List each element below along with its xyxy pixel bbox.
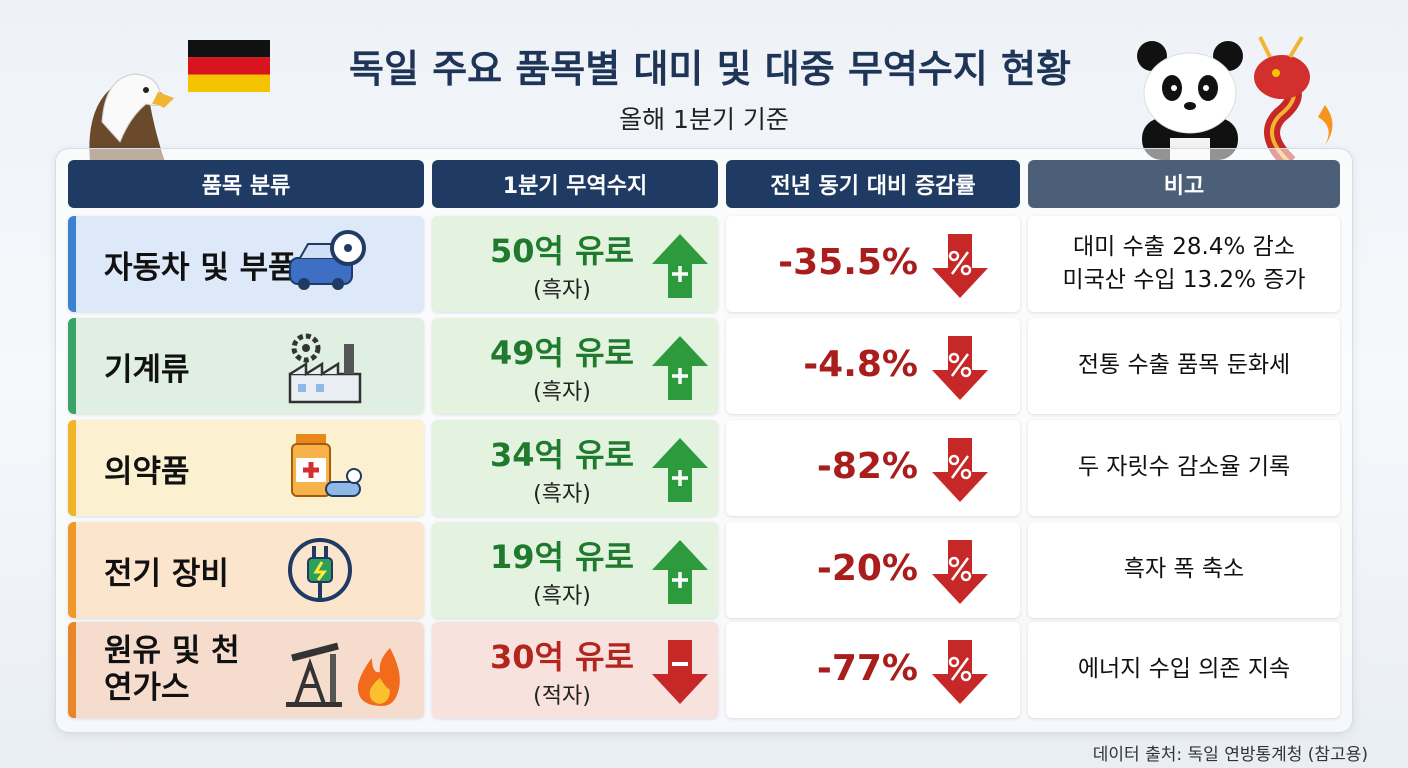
eagle-illustration [89, 73, 174, 162]
row-accent [68, 318, 76, 414]
surplus-arrow [652, 540, 708, 608]
decrease-arrow-graphic [932, 640, 988, 704]
header-cell: 1분기 무역수지 [432, 160, 718, 208]
change-value: -4.8% [803, 344, 918, 385]
subtitle: 올해 1분기 기준 [619, 105, 789, 134]
source-note: 데이터 출처: 독일 연방통계청 (참고용) [1092, 745, 1368, 765]
balance-status: (적자) [533, 684, 591, 709]
category-cell: 전기 장비 [68, 522, 424, 618]
balance-text: 49억 유로 (흑자) [462, 328, 662, 406]
balance-text: 50억 유로 (흑자) [462, 226, 662, 304]
note-line: 대미 수출 28.4% 감소 [1073, 233, 1295, 260]
category-label: 전기 장비 [104, 555, 229, 592]
change-cell: -20% [726, 522, 1020, 618]
category-icon-graphic [288, 538, 352, 602]
row-accent [68, 420, 76, 516]
category-icon [286, 634, 406, 718]
category-icon [286, 534, 406, 618]
row-accent [68, 216, 76, 312]
surplus-arrow-graphic [652, 234, 708, 298]
deficit-arrow-graphic [652, 640, 708, 704]
category-label: 의약품 [104, 453, 190, 490]
note-cell: 전통 수출 품목 둔화세 [1028, 318, 1340, 414]
panda-illustration [1137, 41, 1243, 160]
balance-status: (흑자) [533, 278, 591, 303]
balance-cell: 50억 유로 (흑자) [432, 216, 718, 312]
category-cell: 의약품 [68, 420, 424, 516]
note-cell: 두 자릿수 감소율 기록 [1028, 420, 1340, 516]
balance-status: (흑자) [533, 380, 591, 405]
change-cell: -35.5% [726, 216, 1020, 312]
note-line: 두 자릿수 감소율 기록 [1077, 454, 1291, 481]
title: 독일 주요 품목별 대미 및 대중 무역수지 현황 [349, 47, 1071, 91]
category-icon [286, 432, 406, 516]
decrease-arrow [932, 336, 988, 404]
category-label: 원유 및 천연가스 [104, 632, 240, 706]
surplus-arrow [652, 438, 708, 506]
change-value: -35.5% [778, 242, 918, 283]
surplus-arrow-graphic [652, 336, 708, 400]
surplus-arrow-graphic [652, 438, 708, 502]
balance-status: (흑자) [533, 584, 591, 609]
change-value: -20% [816, 548, 918, 589]
balance-cell: 34억 유로 (흑자) [432, 420, 718, 516]
balance-cell: 30억 유로 (적자) [432, 622, 718, 718]
balance-amount: 19억 유로 [490, 538, 634, 576]
deficit-arrow [652, 640, 708, 708]
category-icon-graphic [289, 230, 366, 290]
note-line: 에너지 수입 의존 지속 [1077, 656, 1291, 683]
decrease-arrow-graphic [932, 336, 988, 400]
category-icon-graphic [286, 642, 400, 707]
change-cell: -82% [726, 420, 1020, 516]
decrease-arrow [932, 438, 988, 506]
note-cell: 에너지 수입 의존 지속 [1028, 622, 1340, 718]
balance-status: (흑자) [533, 482, 591, 507]
decrease-arrow-graphic [932, 438, 988, 502]
category-cell: 기계류 [68, 318, 424, 414]
balance-amount: 30억 유로 [490, 638, 634, 676]
header-cell: 비고 [1028, 160, 1340, 208]
note-line: 미국산 수입 13.2% 증가 [1062, 267, 1306, 293]
change-cell: -77% [726, 622, 1020, 718]
category-icon [286, 228, 406, 312]
change-cell: -4.8% [726, 318, 1020, 414]
category-label: 기계류 [104, 351, 190, 388]
change-value: -82% [816, 446, 918, 487]
balance-text: 34억 유로 (흑자) [462, 430, 662, 508]
decrease-arrow [932, 540, 988, 608]
balance-text: 19억 유로 (흑자) [462, 532, 662, 610]
header-cell: 품목 분류 [68, 160, 424, 208]
row-accent [68, 522, 76, 618]
decrease-arrow-graphic [932, 234, 988, 298]
category-cell: 원유 및 천연가스 [68, 622, 424, 718]
balance-amount: 34억 유로 [490, 436, 634, 474]
change-value: -77% [816, 648, 918, 689]
category-icon-graphic [288, 333, 362, 404]
dragon-illustration [1254, 35, 1333, 163]
german-flag [188, 40, 270, 92]
header-cell: 전년 동기 대비 증감률 [726, 160, 1020, 208]
note-line: 전통 수출 품목 둔화세 [1077, 352, 1291, 379]
category-icon-graphic [291, 434, 362, 497]
balance-text: 30억 유로 (적자) [462, 632, 662, 710]
row-accent [68, 622, 76, 718]
note-cell: 흑자 폭 축소 [1028, 522, 1340, 618]
note-line: 흑자 폭 축소 [1123, 556, 1245, 583]
decrease-arrow-graphic [932, 540, 988, 604]
decrease-arrow [932, 234, 988, 302]
balance-cell: 19억 유로 (흑자) [432, 522, 718, 618]
balance-amount: 49억 유로 [490, 334, 634, 372]
balance-cell: 49억 유로 (흑자) [432, 318, 718, 414]
category-icon [286, 330, 406, 414]
decrease-arrow [932, 640, 988, 708]
category-cell: 자동차 및 부품 [68, 216, 424, 312]
surplus-arrow [652, 234, 708, 302]
balance-amount: 50억 유로 [490, 232, 634, 270]
category-label: 자동차 및 부품 [104, 249, 297, 286]
surplus-arrow [652, 336, 708, 404]
surplus-arrow-graphic [652, 540, 708, 604]
